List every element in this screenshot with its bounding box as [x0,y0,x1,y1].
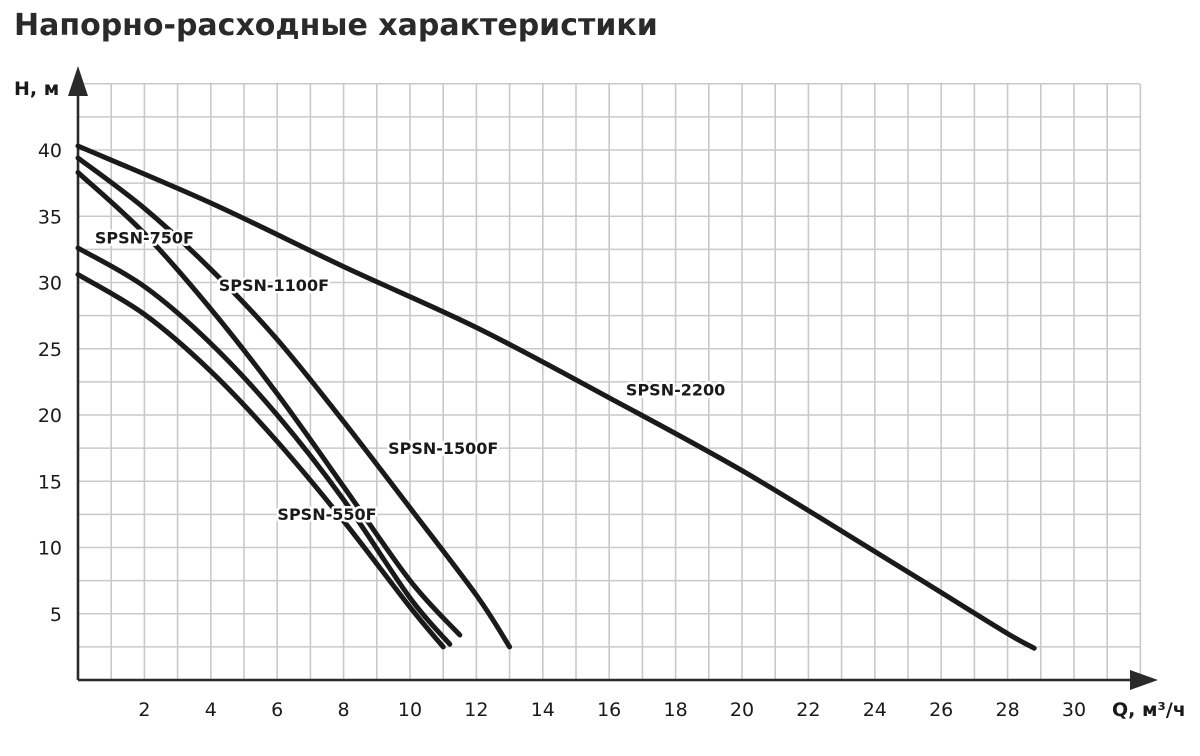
chart-title: Напорно-расходные характеристики [14,8,658,43]
series-line-spsn-1100f [75,170,463,638]
y-axis-label: H, м [14,78,59,100]
x-tick-label: 6 [271,699,283,721]
x-tick-label: 30 [1062,699,1086,721]
y-tick-label: 10 [38,538,62,560]
y-tick-label: 5 [50,604,62,626]
x-tick-label: 14 [531,699,555,721]
axes [68,66,1158,690]
series-label-spsn-2200: SPSN-2200 [626,381,725,400]
tick-labels: H, мQ, м³/ч2 4 6 8 10 12 14 16 18 20 22 24 26 28 30510… [14,78,1186,721]
y-tick-label: 20 [38,405,62,427]
series-line-spsn-750f [75,245,453,647]
series-line-spsn-2200 [75,143,1037,651]
y-tick-label: 25 [38,339,62,361]
y-tick-label: 40 [38,140,62,162]
y-tick-label: 15 [38,471,62,493]
x-axis-label: Q, м³/ч [1112,699,1186,721]
x-tick-label: 28 [996,699,1020,721]
series-label-spsn-550f: SPSN-550F [277,505,376,524]
x-tick-label: 24 [863,699,887,721]
series-label-spsn-750f: SPSN-750F [95,228,194,247]
grid [78,82,1142,680]
series-lines [75,143,1037,651]
x-tick-label: 16 [597,699,621,721]
series-line-spsn-550f [75,272,446,650]
x-tick-label: 12 [464,699,488,721]
x-tick-label: 4 [205,699,217,721]
series-label-spsn-1100f: SPSN-1100F [219,276,329,295]
y-tick-label: 30 [38,273,62,295]
series-line-spsn-1500f [75,155,513,650]
x-tick-label: 8 [338,699,350,721]
x-tick-label: 26 [929,699,953,721]
x-tick-label: 18 [664,699,688,721]
y-axis-arrow [68,66,88,96]
y-tick-label: 35 [38,206,62,228]
x-tick-label: 22 [796,699,820,721]
x-tick-label: 2 [138,699,150,721]
x-axis-arrow [1130,670,1158,690]
x-tick-label: 10 [398,699,422,721]
series-label-spsn-1500f: SPSN-1500F [388,439,498,458]
x-tick-label: 20 [730,699,754,721]
series-labels: SPSN-750F SPSN-1100F SPSN-1500F SPSN-550F SP… [92,226,727,527]
